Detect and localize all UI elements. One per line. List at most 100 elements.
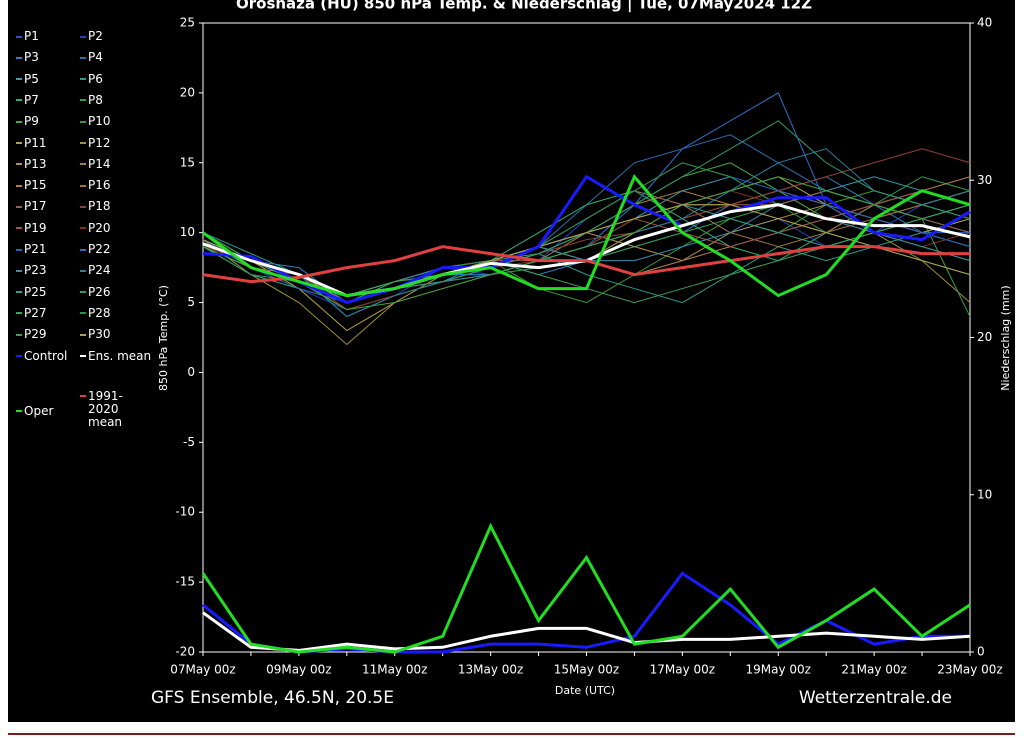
legend-entry: P23: [16, 264, 91, 277]
temp-line: [202, 204, 971, 304]
y-tick-label: -10: [175, 505, 195, 519]
temp-line: [202, 245, 970, 284]
legend-label: P2: [88, 29, 103, 43]
y-tick-label: 5: [187, 295, 195, 309]
legend-label: 1991-2020 mean: [88, 388, 123, 429]
legend-swatch: [16, 312, 22, 315]
legend-swatch: [16, 142, 22, 144]
legend-entry: Oper: [16, 403, 91, 418]
legend-label: P29: [24, 327, 47, 342]
legend-label: P24: [88, 263, 111, 278]
legend-swatch: [80, 227, 86, 230]
legend-entry: P2: [80, 30, 155, 43]
legend-entry: P30: [80, 328, 155, 341]
legend-label: Ens. mean: [88, 348, 152, 363]
legend-entry: 1991-2020 mean: [80, 388, 150, 429]
temp-line: [202, 176, 971, 297]
y2-tick-label: 30: [977, 173, 992, 187]
legend-entry: P17: [16, 200, 91, 213]
legend-label: P11: [24, 135, 47, 150]
legend-entry: Ens. mean: [80, 348, 155, 363]
y2-tick-label: 40: [977, 16, 992, 30]
y-axis-label: 850 hPa Temp. (°C): [157, 285, 170, 391]
legend-swatch: [16, 99, 22, 102]
legend-label: P13: [24, 156, 47, 171]
legend-swatch: [80, 333, 86, 336]
precip-line: [201, 522, 971, 654]
legend-label: P1: [24, 29, 39, 43]
x-axis-label: Date (UTC): [555, 684, 615, 697]
legend-entry: P8: [80, 93, 155, 107]
legend-swatch: [80, 163, 86, 166]
temp-line: [202, 120, 971, 304]
legend-label: P30: [88, 327, 111, 342]
legend-label: P17: [24, 199, 47, 214]
footer-right: Wetterzentrale.de: [799, 688, 952, 708]
legend-label: P27: [24, 305, 47, 320]
legend-label: P4: [88, 50, 103, 65]
legend-entry: P1: [16, 30, 91, 43]
temp-line: [202, 176, 971, 317]
legend-swatch: [80, 56, 86, 59]
legend-swatch: [80, 395, 86, 398]
legend-label: P5: [24, 71, 39, 86]
y-tick-label: -15: [175, 575, 195, 589]
legend-swatch: [16, 56, 22, 59]
legend-entry: P20: [80, 220, 155, 235]
legend-label: Oper: [24, 403, 54, 418]
legend-swatch: [80, 35, 86, 38]
y-tick-label: 10: [180, 225, 195, 239]
legend-swatch: [80, 205, 86, 208]
legend-entry: P6: [80, 72, 155, 86]
legend-label: P7: [24, 92, 39, 107]
temp-line: [202, 148, 971, 304]
legend-entry: P7: [16, 92, 91, 107]
legend-swatch: [16, 410, 22, 413]
temp-line: [202, 92, 971, 304]
legend-swatch: [80, 269, 86, 272]
x-tick-label: 11May 00z: [362, 663, 427, 677]
legend-label: Control: [24, 348, 68, 363]
legend-swatch: [16, 163, 22, 166]
legend-label: P15: [24, 178, 47, 193]
legend-label: P28: [88, 305, 111, 320]
chart: Oroshaza (HU) 850 hPa Temp. & Niederschl…: [151, 0, 1012, 708]
legend-label: P3: [24, 50, 39, 65]
footer-left: GFS Ensemble, 46.5N, 20.5E: [151, 688, 394, 708]
y-tick-label: 20: [180, 85, 195, 99]
precip-line: [202, 571, 970, 654]
legend-swatch: [16, 355, 22, 357]
legend-swatch: [80, 99, 86, 102]
temp-line: [202, 173, 971, 298]
x-tick-label: 17May 00z: [650, 663, 715, 677]
x-tick-label: 15May 00z: [554, 663, 619, 677]
x-tick-label: 19May 00z: [746, 663, 811, 677]
x-tick-label: 21May 00z: [841, 663, 906, 677]
legend-swatch: [16, 269, 22, 272]
y2-axis-label: Niederschlag (mm): [999, 285, 1012, 390]
x-tick-label: 13May 00z: [458, 663, 523, 677]
legend-label: P14: [88, 156, 111, 171]
temp-line: [202, 190, 971, 346]
legend-entry: Control: [16, 348, 91, 363]
y-tick-label: 0: [187, 365, 195, 379]
legend-entry: P25: [16, 285, 91, 299]
legend-label: P16: [88, 178, 111, 193]
legend-swatch: [80, 291, 86, 294]
legend-entry: P15: [16, 179, 91, 192]
legend-entry: P5: [16, 71, 91, 86]
legend-label: P22: [88, 242, 111, 256]
y2-tick-label: 10: [977, 487, 992, 501]
legend-label: P19: [24, 220, 47, 235]
legend-entry: P12: [80, 136, 155, 150]
legend-label: P9: [24, 114, 39, 129]
legend-label: P20: [88, 220, 111, 235]
y-tick-label: 25: [180, 16, 195, 30]
legend-entry: P28: [80, 305, 155, 320]
divider: [8, 733, 1015, 735]
legend-swatch: [16, 333, 22, 336]
legend-label: P26: [88, 284, 111, 299]
temp-line: [202, 174, 971, 305]
legend-entry: P14: [80, 156, 155, 171]
legend-entry: P11: [16, 135, 91, 150]
